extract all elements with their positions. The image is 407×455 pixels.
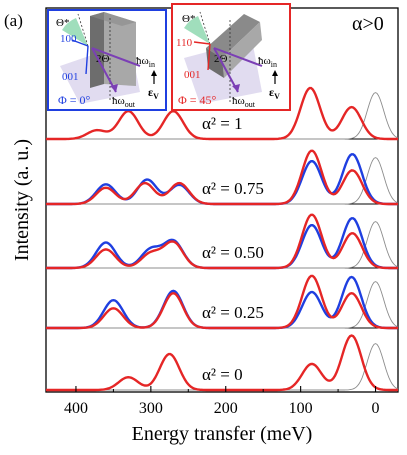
panel-alpha-label: α² = 0 xyxy=(202,365,243,384)
panel-alpha-label: α² = 0.25 xyxy=(202,303,264,322)
theta-sector xyxy=(184,16,210,44)
dir-001-label: 001 xyxy=(62,71,79,83)
panel-alpha-label: α² = 0.75 xyxy=(202,179,264,198)
inset-phi-0: Θ* 100 001 2Θ Φ = 0° ħωin ħωout εV xyxy=(47,9,167,111)
x-tick-label: 200 xyxy=(214,400,238,417)
series-phi-45-line xyxy=(46,274,398,330)
dir-110-label: 110 xyxy=(176,37,193,49)
phi-label: Φ = 45° xyxy=(178,93,217,107)
axis-001 xyxy=(85,45,89,75)
dir-100-label: 100 xyxy=(60,33,77,45)
axis-100 xyxy=(71,39,89,47)
crystal-slab xyxy=(206,14,262,78)
x-tick-label: 0 xyxy=(372,400,380,417)
incident-beam xyxy=(213,47,263,67)
condition-label: α>0 xyxy=(352,13,384,35)
scattered-beam xyxy=(213,47,239,93)
hw-in-label: ħωin xyxy=(136,55,155,69)
inset-phi-45: Θ* 110 001 2Θ Φ = 45° ħωin ħωout εV xyxy=(171,3,291,111)
dashed-normal xyxy=(199,11,211,45)
panel-labels: α² = 1 α² = 0.75 α² = 0.50 α² = 0.25 α² = 0 xyxy=(202,114,264,384)
scattered-arrowhead xyxy=(110,84,118,92)
scattered-arrowhead xyxy=(232,84,240,92)
x-tick-label: 100 xyxy=(289,400,313,417)
spectra xyxy=(46,86,399,392)
panel-alpha-label: α² = 1 xyxy=(202,114,243,133)
axis-110 xyxy=(193,41,211,45)
hw-out-label: ħωout xyxy=(232,95,256,109)
x-tick-labels: 400 300 200 100 0 xyxy=(64,400,380,417)
panel-label: (a) xyxy=(4,11,23,30)
pol-arrowhead xyxy=(151,70,157,76)
x-tick-label: 300 xyxy=(139,400,163,417)
theta-sector xyxy=(62,18,88,46)
panel-alpha-label: α² = 0.50 xyxy=(202,243,264,262)
x-axis-label: Energy transfer (meV) xyxy=(132,423,313,445)
scattered-beam xyxy=(91,47,117,93)
x-ticks xyxy=(75,386,377,392)
incident-beam xyxy=(91,47,141,67)
phi-label: Φ = 0° xyxy=(58,93,91,107)
pol-label: εV xyxy=(148,85,159,101)
pol-arrowhead xyxy=(272,70,278,76)
pol-label: εV xyxy=(269,85,280,101)
series-phi-45-line xyxy=(46,86,398,141)
series-phi-45-line xyxy=(46,149,398,206)
hw-out-label: ħωout xyxy=(112,95,136,109)
hw-in-label: ħωin xyxy=(258,55,277,69)
y-axis-label: Intensity (a. u.) xyxy=(11,139,33,261)
series-phi-45-line xyxy=(46,213,398,270)
axis-001 xyxy=(207,43,211,71)
dir-001-label: 001 xyxy=(184,69,201,81)
x-tick-label: 400 xyxy=(64,400,88,417)
series-phi-45-line xyxy=(46,334,398,392)
theta-label: Θ* xyxy=(182,13,195,25)
theta-label: Θ* xyxy=(56,17,69,29)
dashed-normal xyxy=(77,13,89,47)
